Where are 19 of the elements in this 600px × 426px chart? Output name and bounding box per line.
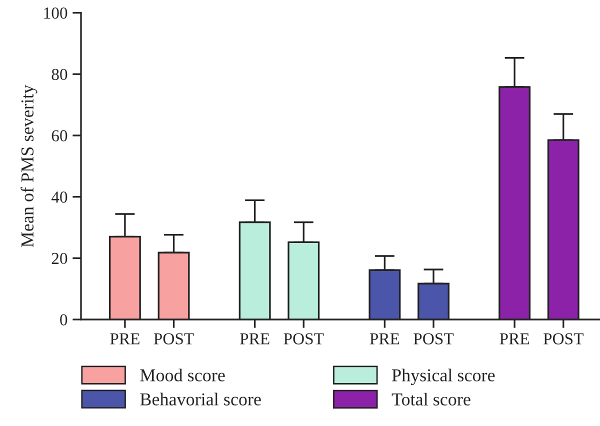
x-tick-label: POST — [543, 333, 584, 344]
x-tick-label: PRE — [370, 333, 400, 344]
legend-label: Total score — [392, 392, 470, 406]
x-tick-label: PRE — [500, 333, 530, 344]
y-tick-label: 60 — [52, 130, 68, 142]
x-tick-label: PRE — [240, 333, 270, 344]
legend-label: Physical score — [392, 368, 495, 386]
x-tick-label: POST — [154, 333, 194, 344]
y-tick-label: 80 — [52, 68, 68, 80]
y-axis-title: Mean of PMS severity — [20, 84, 38, 248]
x-tick-label: POST — [414, 333, 454, 344]
x-tick-label: POST — [284, 333, 324, 344]
legend-label: Behavorial score — [140, 392, 261, 406]
y-tick-label: 0 — [60, 314, 68, 326]
x-tick-label: PRE — [110, 333, 140, 344]
y-tick-label: 20 — [52, 252, 68, 264]
legend-label: Mood score — [140, 368, 225, 382]
y-tick-label: 40 — [51, 192, 68, 203]
y-tick-label: 100 — [44, 7, 68, 19]
